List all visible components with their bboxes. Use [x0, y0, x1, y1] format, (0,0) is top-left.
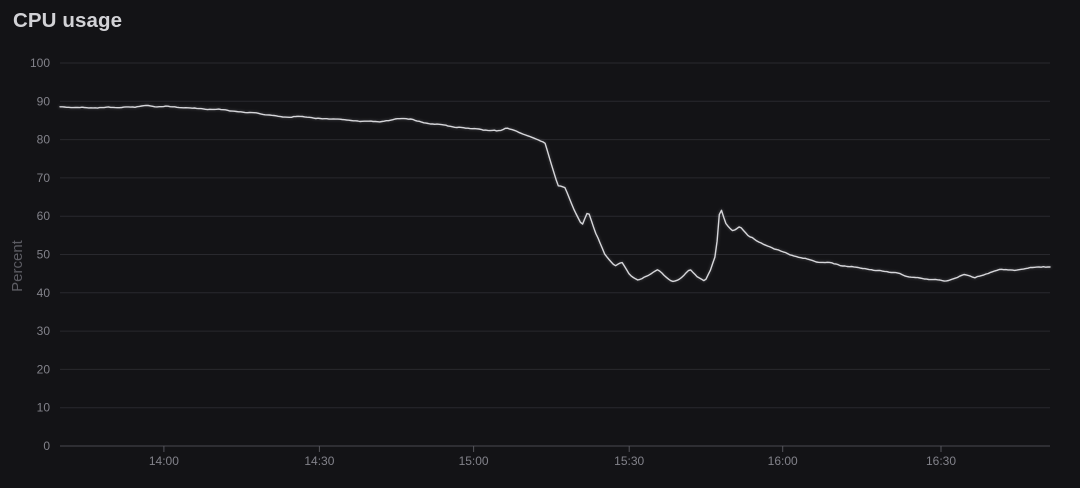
svg-text:20: 20 [37, 362, 51, 376]
svg-text:50: 50 [37, 248, 51, 262]
svg-text:100: 100 [30, 56, 50, 70]
svg-text:Percent: Percent [9, 239, 26, 292]
svg-text:60: 60 [37, 209, 51, 223]
svg-text:10: 10 [37, 401, 51, 415]
svg-text:16:30: 16:30 [926, 454, 956, 468]
svg-text:90: 90 [37, 94, 51, 108]
svg-text:16:00: 16:00 [768, 454, 798, 468]
svg-text:15:30: 15:30 [614, 454, 644, 468]
svg-text:30: 30 [37, 324, 51, 338]
svg-text:0: 0 [43, 439, 50, 453]
svg-text:15:00: 15:00 [459, 454, 489, 468]
svg-text:14:00: 14:00 [149, 454, 179, 468]
svg-text:70: 70 [37, 171, 51, 185]
svg-text:80: 80 [37, 133, 51, 147]
svg-text:14:30: 14:30 [304, 454, 334, 468]
svg-text:40: 40 [37, 286, 51, 300]
